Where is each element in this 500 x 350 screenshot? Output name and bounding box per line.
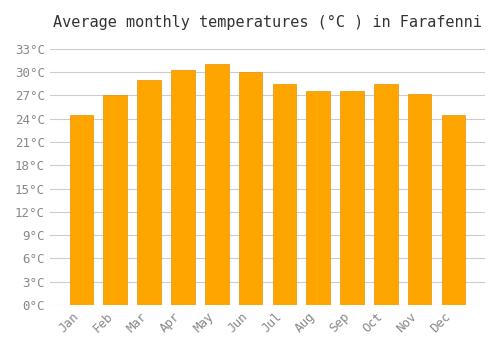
Bar <box>238 72 262 305</box>
Title: Average monthly temperatures (°C ) in Farafenni: Average monthly temperatures (°C ) in Fa… <box>53 15 482 30</box>
Bar <box>442 115 465 305</box>
Bar <box>104 95 127 305</box>
Bar <box>306 91 330 305</box>
Bar <box>70 115 94 305</box>
Bar <box>171 70 194 305</box>
Bar <box>138 80 161 305</box>
Bar <box>272 84 296 305</box>
Bar <box>340 91 364 305</box>
Bar <box>408 94 432 305</box>
Bar <box>205 64 229 305</box>
Bar <box>374 84 398 305</box>
